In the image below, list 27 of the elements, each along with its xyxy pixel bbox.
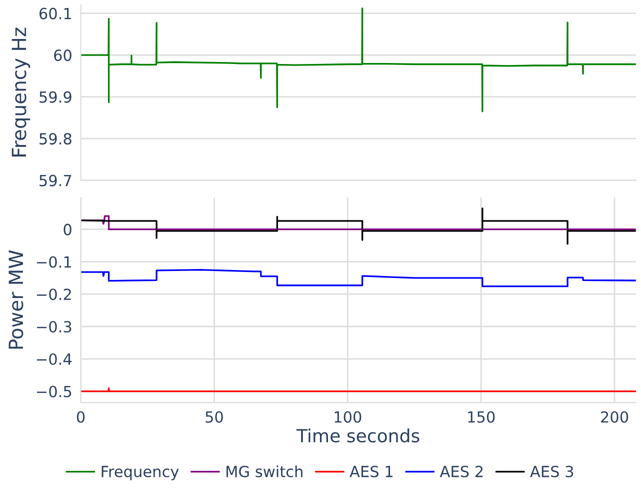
x-tick-label: 50 bbox=[206, 411, 223, 423]
legend-label: Frequency bbox=[102, 466, 179, 480]
x-axis-title: Time seconds bbox=[296, 428, 420, 442]
x-tick-label: 150 bbox=[468, 411, 495, 423]
y-tick-label: −0.2 bbox=[36, 288, 71, 300]
y-tick-label: −0.3 bbox=[36, 320, 72, 333]
y-tick-label: 60 bbox=[54, 50, 72, 62]
y-tick-label: −0.1 bbox=[36, 256, 72, 268]
y-tick-label: 60.1 bbox=[39, 8, 72, 20]
y-tick-label: 0 bbox=[64, 224, 72, 236]
y-tick-label: 59.8 bbox=[40, 133, 72, 145]
y-axis-title: Power MW bbox=[8, 250, 24, 349]
x-tick-label: 100 bbox=[334, 411, 362, 423]
y-axis-title: Frequency Hz bbox=[12, 28, 30, 156]
line-series bbox=[80, 268, 636, 288]
legend-label: AES 1 bbox=[350, 466, 392, 478]
y-tick-label: −0.5 bbox=[36, 386, 72, 398]
legend-label: AES 3 bbox=[530, 466, 574, 478]
y-tick-label: −0.4 bbox=[36, 353, 72, 365]
x-tick-label: 200 bbox=[601, 411, 628, 423]
legend-label: AES 2 bbox=[440, 466, 483, 478]
line-series bbox=[80, 7, 636, 112]
y-tick-label: 59.9 bbox=[40, 91, 72, 103]
x-tick-label: 0 bbox=[76, 411, 85, 423]
y-tick-label: 59.7 bbox=[40, 174, 72, 186]
line-series bbox=[80, 207, 636, 245]
legend-label: MG switch bbox=[226, 465, 302, 478]
